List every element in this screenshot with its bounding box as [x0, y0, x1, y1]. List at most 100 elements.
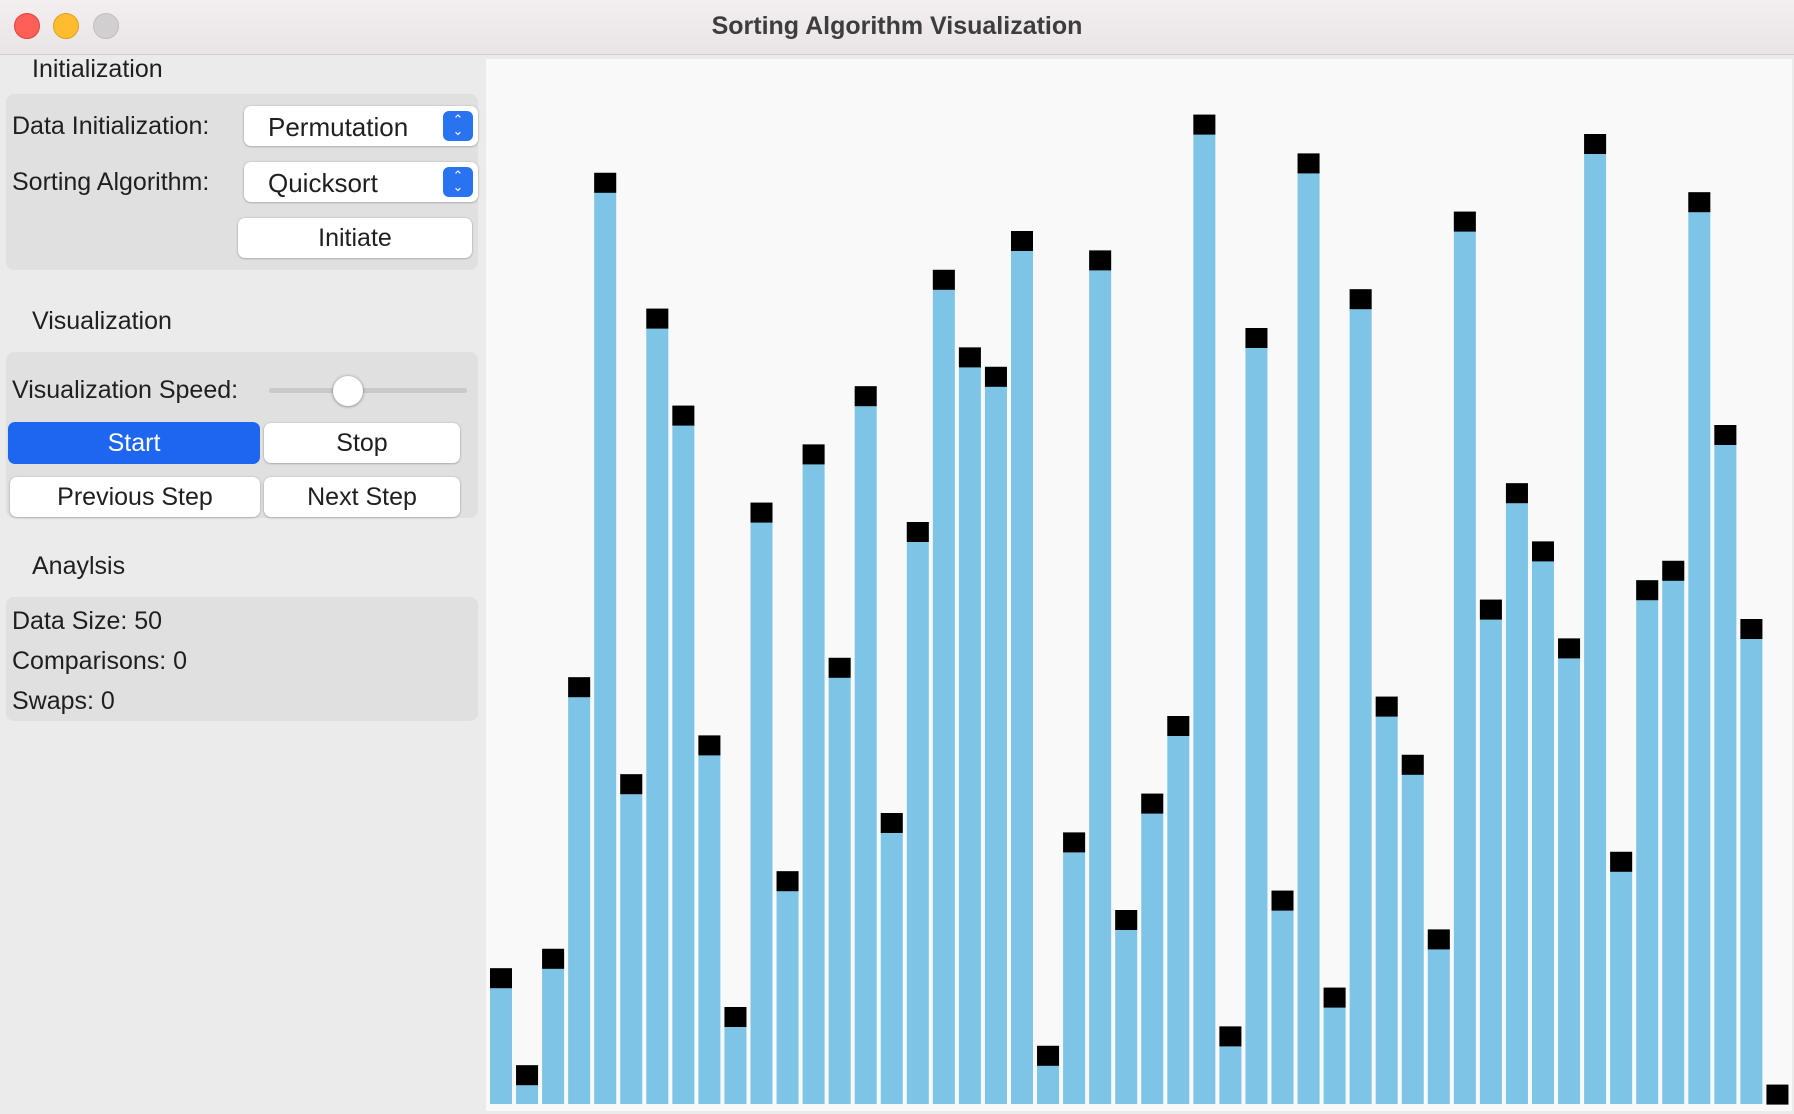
bar-body — [1610, 851, 1633, 1104]
analysis-heading: Anaylsis — [32, 552, 126, 580]
bar-cap — [724, 1007, 747, 1027]
bar-cap — [646, 308, 669, 329]
previous-step-button[interactable]: Previous Step — [10, 477, 260, 517]
bar — [1453, 211, 1476, 1105]
bar-cap — [854, 386, 877, 407]
bar-cap — [1219, 1026, 1242, 1047]
bar — [828, 657, 851, 1104]
bar — [542, 948, 565, 1104]
minimize-window-button[interactable] — [53, 13, 79, 39]
bar-chart — [490, 114, 1789, 1105]
bar-body — [1167, 716, 1190, 1104]
bar-body — [1089, 250, 1112, 1104]
bar-body — [1141, 793, 1164, 1104]
next-step-button[interactable]: Next Step — [264, 477, 460, 517]
bar-body — [828, 657, 851, 1104]
bar-body — [1375, 696, 1398, 1104]
bar-body — [906, 522, 929, 1104]
bar — [1141, 793, 1164, 1104]
bar-body — [1479, 599, 1502, 1104]
bar — [1011, 231, 1033, 1104]
bar-body — [802, 444, 825, 1104]
bar — [698, 735, 721, 1104]
bar-cap — [1453, 211, 1476, 232]
bar-cap — [1011, 231, 1033, 251]
bar-body — [698, 735, 721, 1104]
bar-cap — [1349, 289, 1372, 310]
bar — [1766, 1084, 1789, 1105]
bar — [1349, 289, 1372, 1104]
updown-chevron-icon: ⌃ ⌄ — [443, 167, 473, 197]
bar — [802, 444, 825, 1104]
bar — [1167, 716, 1190, 1104]
bar-cap — [1297, 153, 1320, 174]
bar — [1271, 890, 1294, 1104]
bar-body — [1662, 560, 1685, 1104]
stop-button[interactable]: Stop — [264, 423, 460, 463]
bar — [1089, 250, 1112, 1104]
bar-cap — [516, 1065, 539, 1086]
bar-body — [672, 405, 695, 1105]
bar-cap — [568, 677, 591, 698]
bar — [1401, 754, 1424, 1104]
bar-body — [1297, 153, 1320, 1104]
bar-body — [1558, 638, 1581, 1104]
bar-body — [776, 871, 799, 1104]
initiate-button[interactable]: Initiate — [238, 218, 472, 258]
bar — [1532, 541, 1554, 1104]
bar — [1297, 153, 1320, 1104]
bar — [932, 269, 955, 1104]
zoom-window-button[interactable] — [93, 13, 119, 39]
bar-cap — [984, 366, 1007, 387]
sorting-algorithm-value: Quicksort — [268, 168, 378, 198]
bar-body — [1584, 134, 1607, 1104]
bar-cap — [1089, 250, 1112, 271]
bar — [620, 774, 643, 1104]
bar-body — [1532, 541, 1554, 1104]
bar-cap — [1740, 619, 1763, 639]
bar-body — [1740, 619, 1763, 1104]
bar-cap — [1636, 580, 1659, 601]
bar — [1740, 619, 1763, 1104]
bar — [1427, 929, 1450, 1104]
bar-body — [1688, 192, 1711, 1104]
bar-body — [568, 677, 591, 1104]
speed-slider-track[interactable] — [269, 388, 467, 393]
data-size-text: Data Size: 50 — [12, 607, 163, 635]
bar — [1636, 580, 1659, 1104]
bar — [1219, 1026, 1242, 1104]
bar-cap — [1505, 483, 1528, 504]
bar-body — [1505, 483, 1528, 1104]
speed-slider-knob[interactable] — [333, 376, 364, 406]
sorting-algorithm-select[interactable]: Quicksort ⌃ ⌄ — [244, 162, 478, 202]
bar-cap — [932, 269, 955, 290]
bar-cap — [958, 347, 981, 368]
bar — [1193, 114, 1216, 1105]
close-window-button[interactable] — [14, 13, 40, 39]
bar-cap — [1323, 987, 1346, 1008]
updown-chevron-icon: ⌃ ⌄ — [443, 111, 473, 141]
initialization-group: Data Initialization: Permutation ⌃ ⌄ Sort… — [6, 94, 478, 270]
bar-cap — [698, 735, 721, 756]
bar-cap — [620, 774, 643, 795]
bar-cap — [1662, 560, 1685, 581]
bar-cap — [594, 172, 617, 193]
bar-cap — [1063, 832, 1086, 853]
bar-cap — [1141, 793, 1164, 814]
bar-cap — [1688, 192, 1711, 213]
swaps-text: Swaps: 0 — [12, 687, 115, 715]
bar-cap — [672, 405, 695, 426]
bar-cap — [1037, 1045, 1060, 1066]
bar — [1610, 851, 1633, 1104]
title-bar: Sorting Algorithm Visualization — [0, 0, 1794, 55]
start-button[interactable]: Start — [8, 422, 260, 464]
visualization-heading: Visualization — [32, 307, 172, 335]
bar-cap — [1558, 638, 1581, 659]
bar — [984, 366, 1007, 1104]
comparisons-text: Comparisons: 0 — [12, 647, 188, 675]
data-initialization-select[interactable]: Permutation ⌃ ⌄ — [244, 106, 478, 146]
bar-body — [1323, 987, 1346, 1104]
bar-body — [1011, 231, 1033, 1104]
bar — [672, 405, 695, 1105]
bar — [490, 968, 512, 1104]
